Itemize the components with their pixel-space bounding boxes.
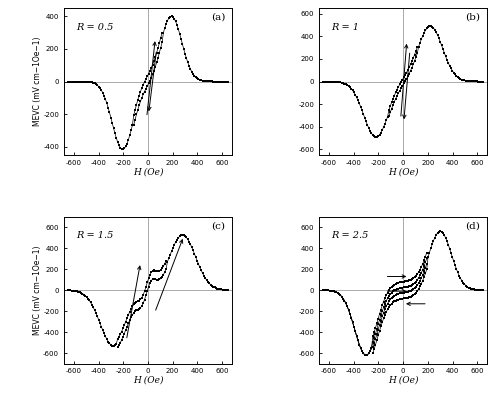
Text: R = 0.5: R = 0.5 — [76, 23, 113, 32]
Text: (d): (d) — [465, 221, 480, 230]
Text: R = 1.5: R = 1.5 — [76, 231, 113, 240]
Text: (c): (c) — [211, 221, 225, 230]
Text: R = 2.5: R = 2.5 — [331, 231, 369, 240]
Text: R = 1: R = 1 — [331, 23, 359, 32]
X-axis label: H (Oe): H (Oe) — [388, 167, 418, 176]
Text: (b): (b) — [465, 13, 480, 21]
Y-axis label: MEVC (mV cm−1Oe−1): MEVC (mV cm−1Oe−1) — [32, 245, 42, 335]
Text: (a): (a) — [211, 13, 225, 21]
X-axis label: H (Oe): H (Oe) — [388, 376, 418, 385]
Y-axis label: MEVC (mV cm−1Oe−1): MEVC (mV cm−1Oe−1) — [33, 37, 42, 126]
X-axis label: H (Oe): H (Oe) — [133, 167, 163, 176]
X-axis label: H (Oe): H (Oe) — [133, 376, 163, 385]
